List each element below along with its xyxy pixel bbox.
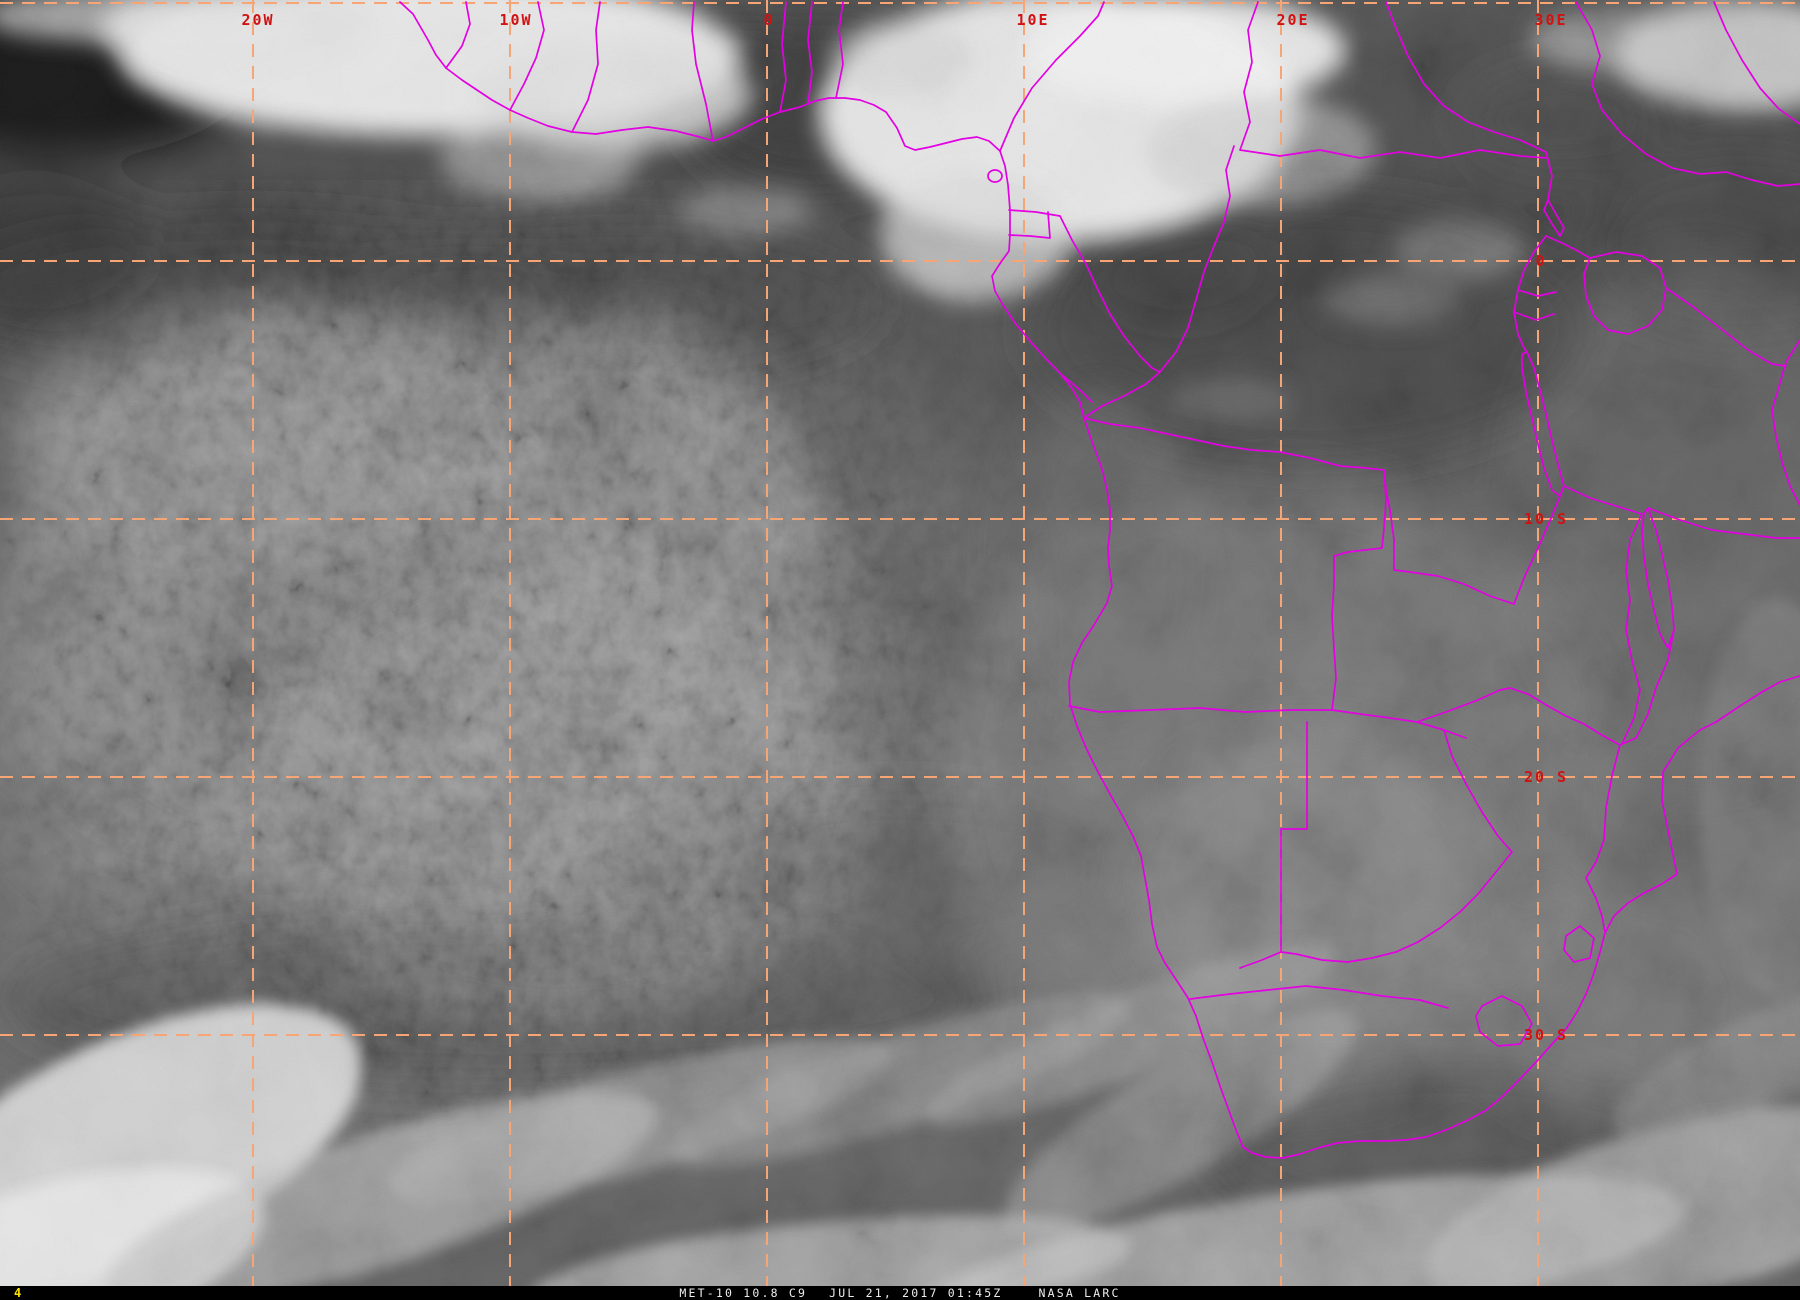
longitude-label-10E: 10E [1016,11,1049,29]
longitude-label-20W: 20W [241,11,274,29]
longitude-label-20E: 20E [1276,11,1309,29]
latitude-label-20S: 20 S [1524,768,1568,786]
credit-label: NASA LARC [1038,1286,1121,1300]
southern-africa-borders [1068,417,1621,1047]
political-borders-overlay [399,1,1800,1159]
satellite-channel-label: MET-10 10.8 C9 [679,1286,808,1300]
great-lakes-outlines [1513,199,1675,649]
latitude-label-10S: 10 S [1524,510,1568,528]
caption-text: MET-10 10.8 C9 JUL 21, 2017 01:45Z NASA … [679,1286,1120,1300]
longitude-label-10W: 10W [499,11,532,29]
central-africa-borders [987,1,1800,419]
image-datetime: JUL 21, 2017 01:45Z [829,1286,1003,1300]
west-africa-borders [445,1,1105,152]
longitude-label-0: 0 [763,11,774,29]
latitude-label-30S: 30 S [1524,1026,1568,1044]
graticule-labels: 20W 10W 0 10E 20E 30E 0 10 S 20 S 30 S [241,11,1568,1044]
east-africa-borders [1513,235,1800,746]
caption-bar: 4 MET-10 10.8 C9 JUL 21, 2017 01:45Z NAS… [0,1286,1800,1300]
latitude-label-0: 0 [1535,252,1546,270]
longitude-label-30E: 30E [1534,11,1567,29]
frame-number: 4 [14,1286,22,1300]
